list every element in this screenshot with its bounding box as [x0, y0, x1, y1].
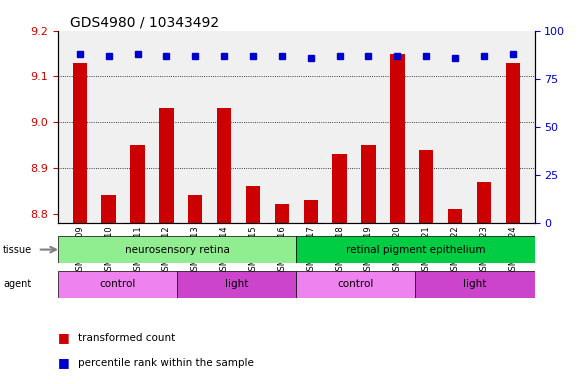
FancyBboxPatch shape: [58, 236, 296, 263]
Bar: [390, 54, 404, 223]
Text: control: control: [338, 279, 374, 289]
Bar: [102, 195, 116, 223]
FancyBboxPatch shape: [177, 271, 296, 298]
Bar: [130, 145, 145, 223]
Bar: [217, 108, 231, 223]
Text: percentile rank within the sample: percentile rank within the sample: [78, 358, 254, 368]
Bar: [275, 204, 289, 223]
Bar: [419, 150, 433, 223]
Text: agent: agent: [3, 279, 31, 289]
Text: control: control: [99, 279, 136, 289]
Bar: [505, 63, 520, 223]
Bar: [361, 145, 376, 223]
Bar: [332, 154, 347, 223]
Bar: [477, 182, 491, 223]
Bar: [246, 186, 260, 223]
FancyBboxPatch shape: [58, 271, 177, 298]
Bar: [448, 209, 462, 223]
FancyBboxPatch shape: [296, 271, 415, 298]
Text: tissue: tissue: [3, 245, 32, 255]
Bar: [73, 63, 87, 223]
Bar: [303, 200, 318, 223]
FancyBboxPatch shape: [415, 271, 535, 298]
Text: retinal pigment epithelium: retinal pigment epithelium: [346, 245, 485, 255]
Text: light: light: [225, 279, 249, 289]
Bar: [159, 108, 174, 223]
Text: transformed count: transformed count: [78, 333, 175, 343]
Bar: [188, 195, 202, 223]
Text: ■: ■: [58, 331, 70, 344]
Text: ■: ■: [58, 356, 70, 369]
Text: GDS4980 / 10343492: GDS4980 / 10343492: [70, 15, 219, 29]
Text: neurosensory retina: neurosensory retina: [125, 245, 229, 255]
FancyBboxPatch shape: [296, 236, 535, 263]
Text: light: light: [463, 279, 487, 289]
